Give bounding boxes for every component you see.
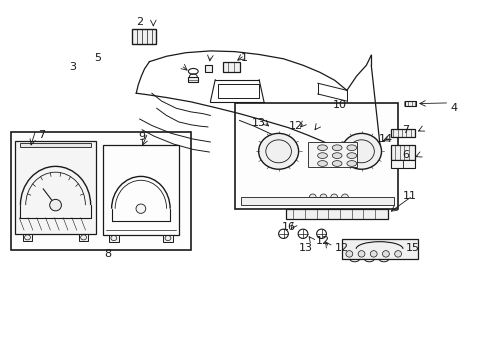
Ellipse shape	[341, 134, 381, 169]
Text: 10: 10	[332, 100, 346, 110]
Bar	[390, 145, 414, 160]
Text: 14: 14	[378, 134, 392, 144]
Text: 12: 12	[288, 121, 302, 131]
Text: 7: 7	[39, 130, 45, 140]
Text: 4: 4	[449, 103, 457, 113]
Bar	[22, 234, 32, 241]
Bar	[307, 142, 356, 167]
Bar	[222, 62, 240, 72]
Ellipse shape	[331, 153, 341, 158]
Bar	[79, 234, 88, 241]
Bar	[188, 77, 198, 82]
Ellipse shape	[317, 153, 327, 158]
Bar	[132, 30, 156, 44]
Text: 13: 13	[298, 243, 312, 253]
Text: 16: 16	[281, 222, 295, 231]
Ellipse shape	[50, 199, 61, 211]
Ellipse shape	[394, 251, 401, 257]
Bar	[20, 143, 91, 147]
Text: 5: 5	[94, 53, 101, 63]
Text: 13: 13	[252, 118, 265, 128]
Text: 8: 8	[104, 248, 111, 258]
Ellipse shape	[136, 204, 145, 213]
Ellipse shape	[331, 161, 341, 166]
Ellipse shape	[330, 194, 337, 201]
Ellipse shape	[345, 251, 352, 257]
Bar	[390, 160, 414, 168]
Bar	[405, 101, 415, 107]
Bar	[163, 234, 172, 242]
Text: 6: 6	[401, 150, 408, 160]
Ellipse shape	[317, 161, 327, 166]
Text: 9: 9	[138, 132, 145, 142]
Text: 1: 1	[241, 53, 247, 63]
Bar	[240, 197, 393, 205]
Ellipse shape	[369, 251, 376, 257]
Bar	[103, 145, 178, 234]
Bar	[217, 84, 259, 98]
Text: 11: 11	[403, 191, 416, 201]
Text: 12: 12	[315, 236, 329, 246]
Bar	[285, 210, 387, 220]
Text: 12: 12	[334, 243, 348, 253]
Ellipse shape	[331, 145, 341, 150]
Ellipse shape	[346, 153, 356, 158]
Ellipse shape	[258, 134, 298, 169]
Text: 2: 2	[136, 17, 143, 27]
Bar	[234, 103, 397, 209]
Bar	[11, 132, 190, 250]
Text: 15: 15	[405, 243, 419, 253]
Ellipse shape	[309, 194, 316, 201]
Ellipse shape	[357, 251, 364, 257]
Text: 7: 7	[401, 125, 408, 135]
Text: 3: 3	[69, 62, 76, 72]
Ellipse shape	[346, 161, 356, 166]
Ellipse shape	[320, 194, 326, 201]
Ellipse shape	[346, 145, 356, 150]
Ellipse shape	[341, 194, 347, 201]
Bar	[390, 129, 414, 137]
Bar	[109, 234, 119, 242]
Ellipse shape	[317, 145, 327, 150]
Bar	[205, 64, 212, 72]
Bar	[341, 239, 417, 259]
Ellipse shape	[382, 251, 388, 257]
Bar	[15, 140, 96, 234]
